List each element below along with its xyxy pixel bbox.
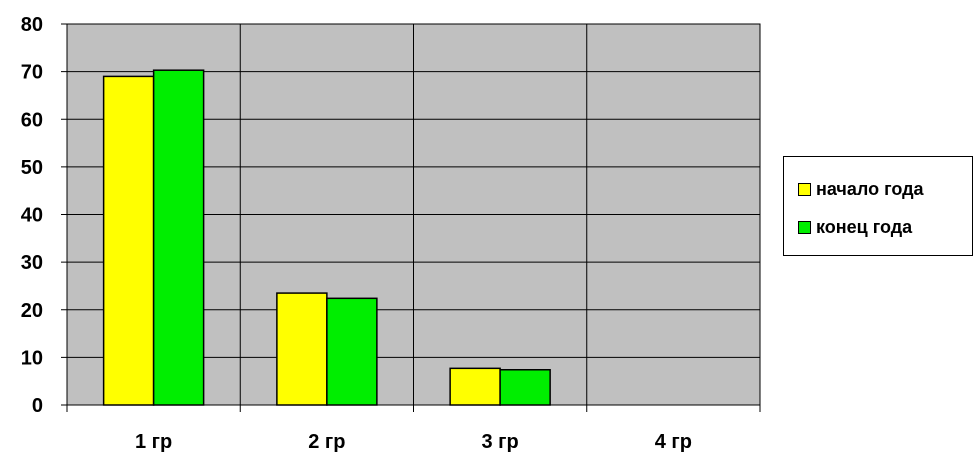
bar-end-of-year-2 [326, 297, 378, 406]
y-tick-label: 20 [21, 300, 43, 322]
legend: начало года конец года [783, 156, 973, 256]
y-tick-label: 50 [21, 157, 43, 179]
x-tick-label: 1 гр [135, 431, 172, 453]
axes [61, 23, 761, 412]
legend-item-end-of-year: конец года [798, 215, 912, 239]
y-tick-label: 70 [21, 62, 43, 84]
bar-end-of-year-3 [499, 369, 551, 406]
y-tick-label: 80 [21, 14, 43, 36]
bars [102, 69, 551, 406]
bar-start-of-year-2 [276, 292, 328, 406]
legend-swatch-start-of-year [798, 182, 811, 196]
bar-end-of-year-1 [152, 69, 205, 406]
legend-label-start-of-year: начало года [816, 178, 924, 199]
x-tick-label: 4 гр [655, 431, 692, 453]
y-tick-label: 10 [21, 347, 43, 369]
y-axis-tick-labels: 0 10 20 30 40 50 60 70 80 [21, 14, 43, 417]
legend-item-start-of-year: начало года [798, 177, 924, 201]
y-tick-label: 0 [32, 395, 43, 417]
bar-start-of-year-1 [102, 75, 155, 406]
legend-label-end-of-year: конец года [816, 216, 913, 237]
x-tick-label: 3 гр [482, 431, 519, 453]
y-tick-label: 30 [21, 252, 43, 274]
y-tick-label: 60 [21, 109, 43, 131]
legend-swatch-end-of-year [798, 220, 811, 234]
x-axis-tick-labels: 1 гр 2 гр 3 гр 4 гр [135, 431, 692, 453]
bar-start-of-year-3 [449, 367, 501, 406]
y-tick-label: 40 [21, 205, 43, 227]
x-tick-label: 2 гр [308, 431, 345, 453]
